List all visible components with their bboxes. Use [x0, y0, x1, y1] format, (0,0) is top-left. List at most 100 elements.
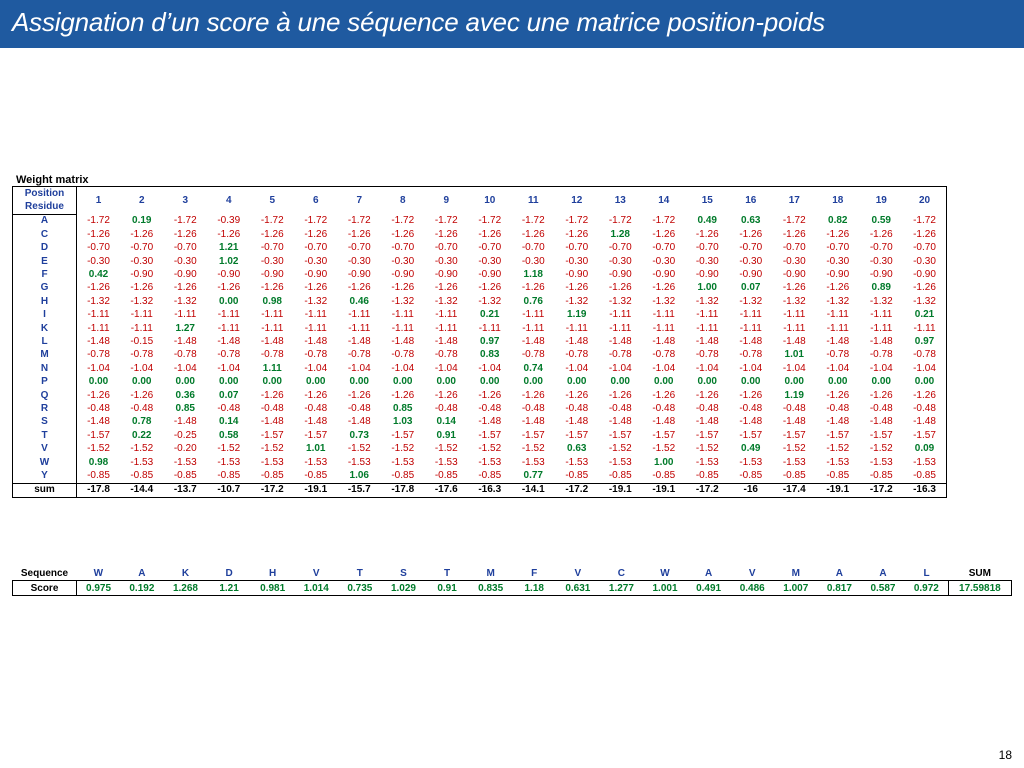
matrix-row: V -1.52 -1.52 -0.20 -1.52 -1.52 1.01 -1.52 -1.52…	[12, 442, 947, 456]
residue-label: V	[12, 442, 77, 456]
weight-cell: -0.85	[826, 469, 850, 481]
weight-cell: -1.26	[913, 282, 936, 294]
weight-cell: -1.11	[391, 322, 414, 334]
weight-cell: -1.32	[826, 295, 850, 307]
weight-cell: -0.78	[652, 349, 676, 361]
weight-cell: -1.26	[739, 389, 763, 401]
sequence-residue: M	[486, 567, 495, 579]
weight-cell: -1.53	[478, 456, 502, 468]
weight-cell: -1.26	[130, 389, 154, 401]
weight-cell: -1.48	[869, 335, 893, 347]
weight-cell: 0.85	[175, 402, 195, 414]
weight-cell: -0.78	[217, 349, 241, 361]
residue-label: N	[12, 362, 77, 376]
sum-cell: -19.1	[816, 482, 860, 498]
weight-cell: -1.53	[347, 456, 371, 468]
sequence-residue: H	[269, 567, 277, 579]
weight-cell: -1.72	[260, 215, 284, 227]
weight-cell: -0.48	[130, 402, 154, 414]
weight-cell: -1.52	[347, 443, 371, 455]
weight-cell: 1.28	[610, 228, 630, 240]
residue-label: G	[12, 281, 77, 296]
weight-cell: -1.11	[261, 309, 284, 321]
weight-cell: -1.04	[87, 362, 110, 374]
sum-cell: -19.1	[294, 482, 338, 498]
sum-label: sum	[12, 482, 77, 498]
weight-cell: 0.77	[523, 469, 543, 481]
weight-cell: -1.32	[782, 295, 806, 307]
weight-cell: -1.48	[434, 335, 458, 347]
weight-cell: -1.26	[565, 282, 589, 294]
weight-cell: -0.30	[130, 255, 154, 267]
position-number: 14	[658, 194, 670, 206]
weight-cell: -1.53	[608, 456, 632, 468]
weight-cell: -0.85	[652, 469, 676, 481]
weight-cell: -0.85	[739, 469, 763, 481]
weight-cell: -1.26	[87, 228, 110, 240]
matrix-row: S -1.48 0.78 -1.48 0.14 -1.48 -1.48 -1.48 1.03 0.…	[12, 415, 947, 430]
residue-label: I	[12, 308, 77, 322]
weight-cell: -1.04	[130, 362, 154, 374]
score-cell: 1.029	[381, 580, 426, 596]
weight-cell: -1.26	[652, 228, 676, 240]
weight-cell: -1.48	[869, 416, 893, 428]
score-cell: 0.91	[425, 580, 469, 596]
weight-cell: -1.26	[260, 228, 284, 240]
weight-cell: -1.32	[173, 295, 197, 307]
weight-cell: -0.48	[826, 402, 850, 414]
weight-cell: -1.53	[565, 456, 589, 468]
matrix-row: L -1.48 -0.15 -1.48 -1.48 -1.48 -1.48 -1.48 -1.4…	[12, 335, 947, 349]
weight-cell: -1.26	[782, 228, 806, 240]
sum-cell: -14.1	[511, 482, 555, 498]
weight-cell: -1.11	[826, 309, 849, 321]
sum-cell: -15.7	[337, 482, 381, 498]
weight-cell: -0.85	[434, 469, 458, 481]
weight-cell: -0.30	[173, 255, 197, 267]
weight-cell: -1.48	[304, 416, 328, 428]
matrix-row: C -1.26 -1.26 -1.26 -1.26 -1.26 -1.26 -1.26 -1.2…	[12, 228, 947, 242]
weight-cell: -1.26	[521, 228, 545, 240]
position-number: 13	[614, 194, 626, 206]
sum-cell: -17.2	[685, 482, 729, 498]
matrix-row: W 0.98 -1.53 -1.53 -1.53 -1.53 -1.53 -1.53 -1.53…	[12, 455, 947, 470]
weight-cell: -1.26	[565, 228, 589, 240]
weight-cell: -1.26	[521, 282, 545, 294]
residue-label: E	[12, 254, 77, 269]
weight-cell: -0.70	[565, 242, 589, 254]
weight-cell: -0.70	[434, 242, 458, 254]
position-header: Position	[12, 186, 77, 201]
weight-cell: -1.32	[869, 295, 893, 307]
weight-cell: -0.90	[652, 269, 676, 281]
weight-cell: -1.11	[609, 309, 632, 321]
sum-cell: -16	[729, 482, 773, 498]
weight-cell: -1.11	[435, 309, 458, 321]
weight-cell: 0.00	[306, 376, 326, 388]
weight-cell: 0.91	[436, 429, 456, 441]
sum-cell: -17.6	[424, 482, 468, 498]
position-number: 5	[269, 194, 276, 206]
weight-cell: -1.53	[130, 456, 154, 468]
weight-cell: -0.85	[565, 469, 589, 481]
weight-cell: -1.48	[347, 416, 371, 428]
weight-cell: -1.72	[521, 215, 545, 227]
sequence-residue: A	[704, 567, 713, 579]
weight-cell: -1.57	[478, 429, 502, 441]
weight-cell: -1.57	[652, 429, 676, 441]
weight-cell: -1.26	[173, 282, 197, 294]
weight-cell: -1.26	[173, 228, 197, 240]
position-number: 16	[745, 194, 757, 206]
weight-cell: -0.30	[347, 255, 371, 267]
matrix-row: H -1.32 -1.32 -1.32 0.00 0.98 -1.32 0.46 -1.32 -1…	[12, 295, 947, 309]
sum-cell: -16.3	[468, 482, 512, 498]
weight-cell: -1.32	[130, 295, 154, 307]
weight-cell: -0.30	[260, 255, 284, 267]
weight-cell: -1.57	[869, 429, 893, 441]
weight-cell: -0.78	[434, 349, 458, 361]
sequence-residue: S	[400, 567, 407, 579]
weight-cell: -0.78	[695, 349, 719, 361]
weight-cell: -0.90	[869, 269, 893, 281]
weight-cell: -1.26	[565, 389, 589, 401]
weight-cell: -0.85	[173, 469, 197, 481]
weight-cell: -1.53	[260, 456, 284, 468]
slide-title: Assignation d’un score à une séquence av…	[12, 7, 825, 37]
